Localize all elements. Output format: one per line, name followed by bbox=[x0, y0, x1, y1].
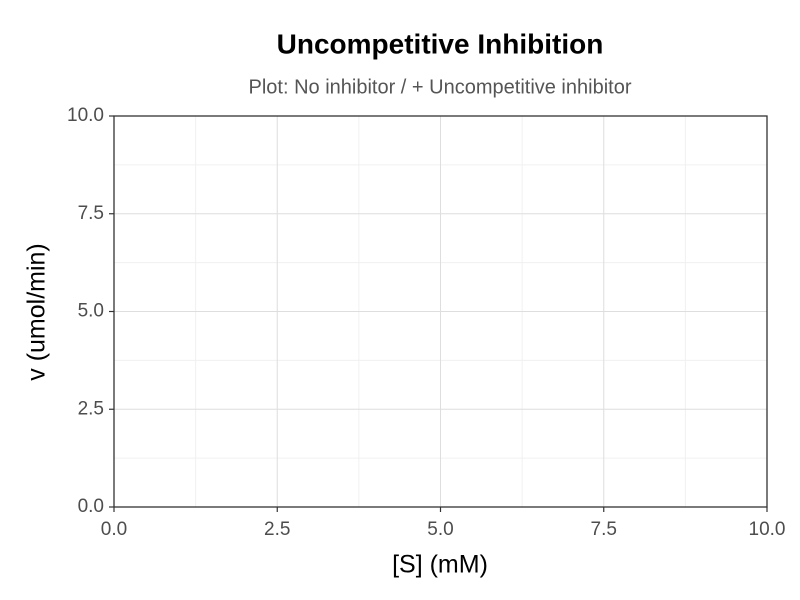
x-axis-title: [S] (mM) bbox=[392, 551, 488, 579]
x-tick-label: 2.5 bbox=[264, 519, 290, 540]
x-tick-label: 10.0 bbox=[749, 519, 786, 540]
chart-subtitle: Plot: No inhibitor / + Uncompetitive inh… bbox=[249, 76, 632, 98]
y-tick-label: 5.0 bbox=[78, 301, 104, 322]
x-tick-label: 5.0 bbox=[427, 519, 453, 540]
y-axis-title: v (umol/min) bbox=[23, 243, 51, 381]
x-tick-label: 7.5 bbox=[591, 519, 617, 540]
y-tick-label: 2.5 bbox=[78, 398, 104, 419]
x-tick-label: 0.0 bbox=[101, 519, 127, 540]
y-tick-label: 10.0 bbox=[67, 105, 104, 126]
y-tick-label: 0.0 bbox=[78, 496, 104, 517]
y-tick-label: 7.5 bbox=[78, 203, 104, 224]
panel-border bbox=[113, 115, 768, 508]
chart-title: Uncompetitive Inhibition bbox=[277, 28, 604, 59]
